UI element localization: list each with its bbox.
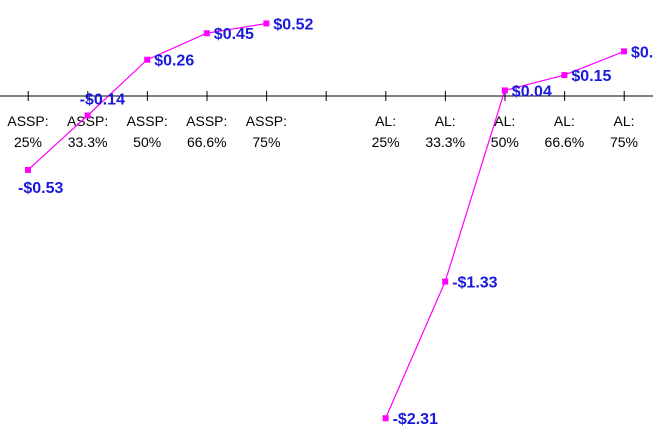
x-tick-label-line1: AL: — [613, 113, 634, 129]
data-label: $0.32 — [631, 44, 653, 61]
data-point — [561, 72, 568, 79]
data-point — [501, 87, 508, 94]
data-point — [203, 30, 210, 37]
data-label: $0.15 — [571, 68, 611, 85]
x-tick-label-line1: AL: — [494, 113, 515, 129]
x-tick-label: AL: 50% — [491, 113, 519, 150]
x-tick-label-line2: 50% — [133, 134, 161, 150]
data-point — [144, 56, 151, 63]
x-tick-label: AL: 75% — [610, 113, 638, 150]
x-tick-label-line2: 33.3% — [425, 134, 465, 150]
x-tick-label-line2: 25% — [372, 134, 400, 150]
x-tick-label-line2: 33.3% — [68, 134, 108, 150]
x-tick-label-line1: AL: — [375, 113, 396, 129]
x-tick-label: ASSP: 33.3% — [67, 113, 108, 150]
x-tick-label-line1: ASSP: — [246, 113, 287, 129]
x-tick-label-line1: ASSP: — [127, 113, 168, 129]
data-label: $0.45 — [214, 26, 254, 43]
data-point — [382, 415, 389, 422]
x-tick-label: AL: 25% — [372, 113, 400, 150]
data-point — [442, 278, 449, 285]
data-point — [263, 20, 270, 27]
x-axis-ticks — [27, 91, 625, 101]
x-tick-label-line1: AL: — [554, 113, 575, 129]
x-tick-label: ASSP: 50% — [127, 113, 168, 150]
data-labels: -$0.53 -$0.14 $0.26 $0.45 $0.52 -$2.31 -$1.33 $… — [18, 16, 653, 428]
data-label: $0.26 — [154, 53, 194, 70]
x-tick-label-line1: ASSP: — [186, 113, 227, 129]
x-tick-label-line2: 75% — [610, 134, 638, 150]
x-tick-label-line2: 66.6% — [187, 134, 227, 150]
data-point — [84, 112, 91, 119]
x-tick-label: ASSP: 75% — [246, 113, 287, 150]
data-point — [25, 166, 31, 173]
data-label: $0.52 — [273, 16, 313, 33]
x-tick-label: ASSP: 66.6% — [186, 113, 227, 150]
data-label: -$0.14 — [80, 92, 125, 109]
x-tick-label-line2: 50% — [491, 134, 519, 150]
data-label: -$1.33 — [452, 275, 497, 292]
data-point — [621, 48, 627, 55]
x-tick-label: ASSP: 25% — [7, 113, 48, 150]
data-label: $0.04 — [512, 83, 552, 100]
x-tick-label-line1: ASSP: — [7, 113, 48, 129]
x-tick-label: AL: 33.3% — [425, 113, 465, 150]
x-tick-label-line2: 75% — [252, 134, 280, 150]
x-tick-label-line2: 25% — [14, 134, 42, 150]
series-line-al — [385, 50, 625, 419]
data-label: -$0.53 — [18, 180, 63, 197]
x-axis-tick-labels: ASSP: 25%ASSP: 33.3%ASSP: 50%ASSP: 66.6%ASSP… — [7, 113, 638, 150]
series-markers — [25, 20, 627, 422]
x-tick-label-line1: AL: — [435, 113, 456, 129]
x-tick-label: AL: 66.6% — [545, 113, 585, 150]
x-tick-label-line2: 66.6% — [545, 134, 585, 150]
data-label: -$2.31 — [393, 411, 438, 428]
